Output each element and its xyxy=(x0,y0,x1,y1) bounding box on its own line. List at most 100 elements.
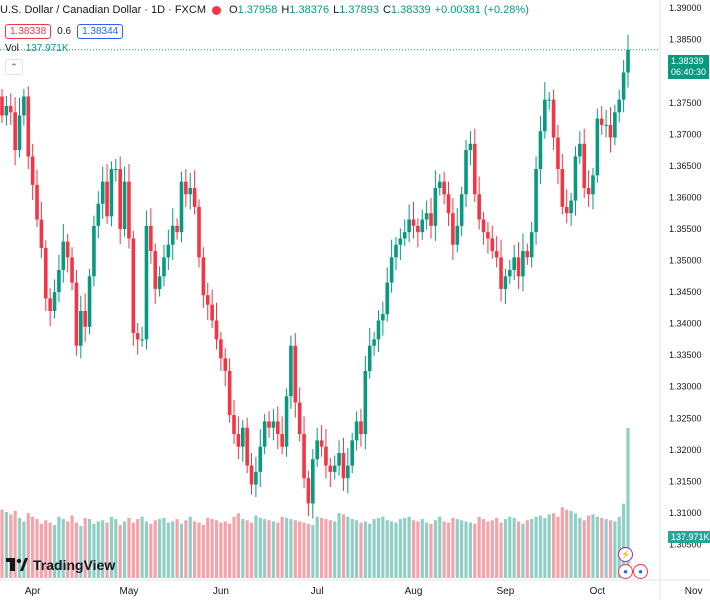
candle-body xyxy=(74,282,79,346)
candle-body xyxy=(621,72,626,100)
candle-body xyxy=(166,244,171,258)
candle-body xyxy=(267,421,271,428)
candle-body xyxy=(543,99,547,132)
us-flag-event-icon-2[interactable]: ● xyxy=(633,564,648,579)
volume-bar xyxy=(96,521,100,578)
candle-body xyxy=(35,184,39,220)
candle-body xyxy=(271,421,276,428)
x-tick-label: Oct xyxy=(590,586,606,597)
volume-bar xyxy=(57,516,61,578)
candle-body xyxy=(599,118,604,125)
candle-body xyxy=(376,320,381,340)
x-tick-label: May xyxy=(119,586,138,597)
candle-body xyxy=(275,421,280,435)
candle-body xyxy=(236,434,241,447)
volume-bar xyxy=(184,520,188,578)
y-tick-label: 1.36500 xyxy=(669,161,702,171)
candle-body xyxy=(534,169,538,233)
collapse-legend-button[interactable]: ⌃ xyxy=(5,59,23,75)
us-flag-event-icon[interactable]: ● xyxy=(618,564,633,579)
volume-value: 137.971K xyxy=(25,43,69,54)
volume-bar xyxy=(411,520,416,578)
volume-bar xyxy=(578,517,582,578)
volume-bar xyxy=(149,523,153,578)
candle-body xyxy=(525,251,530,258)
candle-body xyxy=(214,320,219,340)
volume-bar xyxy=(9,514,13,578)
y-tick-label: 1.31000 xyxy=(669,508,702,518)
volume-bar xyxy=(302,522,306,578)
candle-body xyxy=(398,238,403,245)
lightning-icon[interactable]: ⚡ xyxy=(618,547,633,562)
volume-bar xyxy=(201,524,205,578)
volume-bar xyxy=(188,516,192,578)
volume-bar xyxy=(398,519,402,578)
volume-bar xyxy=(547,514,551,578)
volume-bar xyxy=(122,521,127,578)
volume-bar xyxy=(293,520,297,578)
volume-bar xyxy=(503,519,508,578)
volume-bar xyxy=(306,523,311,578)
volume-bar xyxy=(499,522,503,578)
volume-bar xyxy=(48,522,52,578)
volume-bar xyxy=(560,507,564,578)
candle-body xyxy=(604,124,608,126)
volume-bar xyxy=(521,523,525,578)
volume-bar xyxy=(534,516,538,578)
y-tick-label: 1.34500 xyxy=(669,287,702,297)
candle-body xyxy=(591,175,595,195)
x-tick-label: Apr xyxy=(25,586,41,597)
candle-body xyxy=(446,194,451,214)
volume-bar xyxy=(376,517,381,578)
y-tick-label: 1.35000 xyxy=(669,256,702,266)
volume-bar xyxy=(438,516,442,578)
volume-bar xyxy=(473,523,477,578)
candle-body xyxy=(328,465,333,472)
candle-body xyxy=(201,257,206,296)
candle-body xyxy=(433,187,438,226)
volume-tag: 137.971K xyxy=(668,531,710,543)
volume-bar xyxy=(236,513,240,578)
last-price-value: 1.38339 xyxy=(671,56,704,66)
sell-button[interactable]: 1.38338 xyxy=(5,24,52,39)
candle-body xyxy=(122,181,127,229)
candle-body xyxy=(367,345,372,371)
volume-bar xyxy=(92,523,96,578)
y-tick-label: 1.39000 xyxy=(669,3,702,13)
volume-bar xyxy=(249,522,254,578)
candle-body xyxy=(114,169,118,171)
y-tick-label: 1.38500 xyxy=(669,35,702,45)
volume-bar xyxy=(416,521,420,578)
volume-bar xyxy=(442,521,446,578)
x-tick-label: Aug xyxy=(405,586,423,597)
candle-body xyxy=(149,225,153,252)
candle-body xyxy=(459,194,464,226)
volume-bar xyxy=(13,510,17,578)
volume-bar xyxy=(210,519,214,578)
candle-body xyxy=(508,269,512,277)
volume-bar xyxy=(468,522,473,578)
candle-body xyxy=(608,124,613,138)
volume-bar xyxy=(271,521,276,578)
candle-body xyxy=(96,203,101,226)
symbol-title: U.S. Dollar / Canadian Dollar · 1D · FXC… xyxy=(0,4,207,16)
candle-body xyxy=(324,446,328,466)
volume-bar xyxy=(101,520,105,578)
candle-body xyxy=(140,339,144,341)
candle-body xyxy=(179,181,184,233)
volume-bar xyxy=(22,521,26,578)
candle-body xyxy=(341,452,346,479)
volume-bar xyxy=(346,516,350,578)
candle-body xyxy=(521,251,525,277)
volume-bar xyxy=(61,519,65,578)
candle-body xyxy=(249,465,254,485)
y-tick-label: 1.30500 xyxy=(669,539,702,549)
volume-bar xyxy=(595,516,599,578)
volume-bar xyxy=(197,522,201,578)
volume-bar xyxy=(241,519,245,578)
volume-bar xyxy=(289,519,293,578)
candle-body xyxy=(170,225,175,245)
buy-button[interactable]: 1.38344 xyxy=(77,24,124,39)
candle-body xyxy=(402,232,407,239)
